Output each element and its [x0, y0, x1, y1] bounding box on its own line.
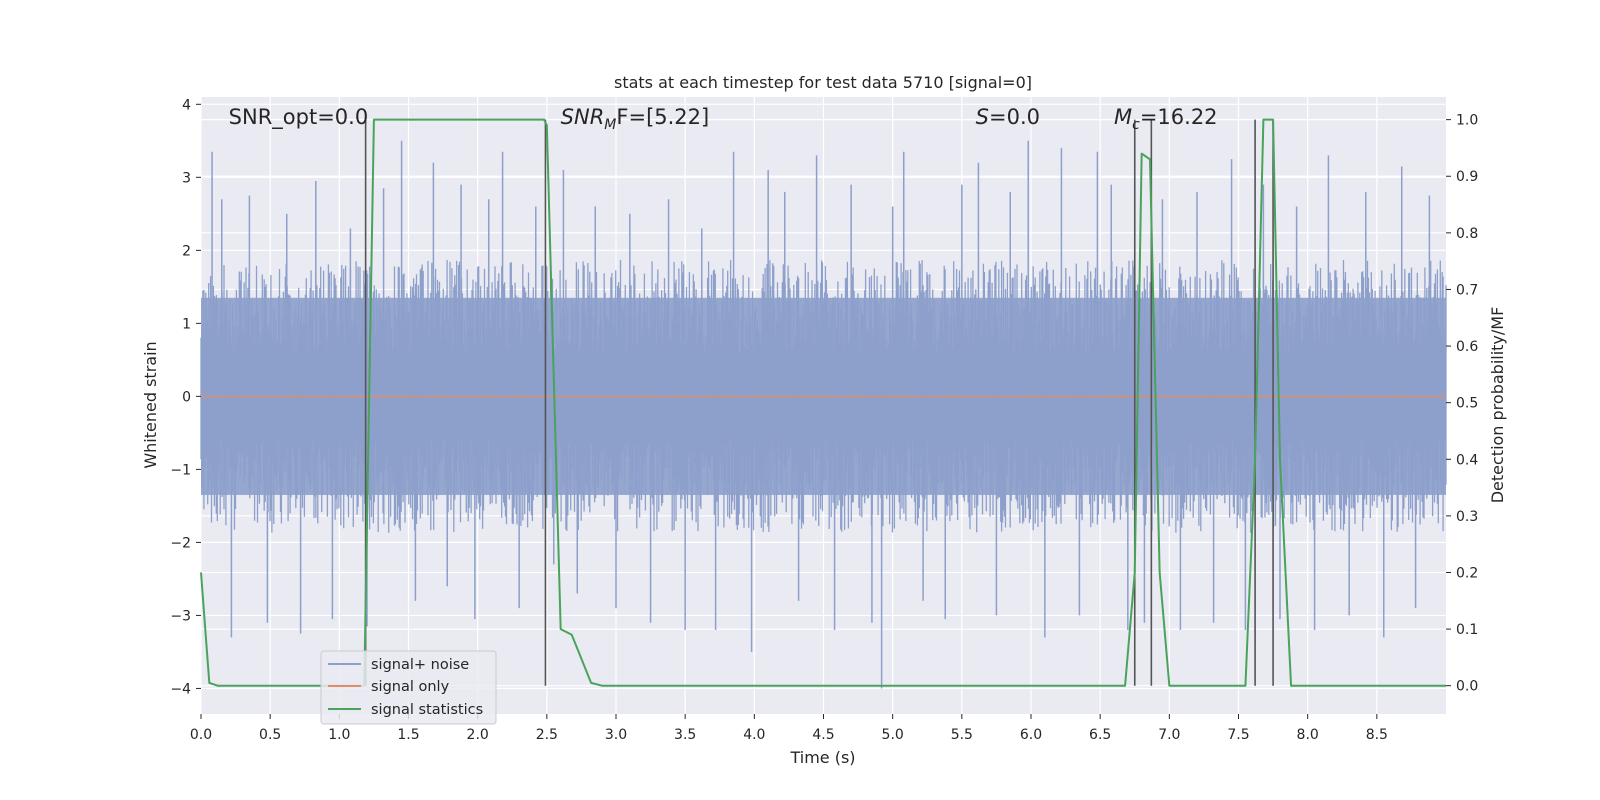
x-tick-label: 7.0 [1158, 727, 1180, 743]
annotation-0: SNR_opt=0.0 [229, 105, 369, 130]
y2-tick-label: 0.0 [1456, 679, 1478, 695]
x-tick-label: 3.0 [605, 727, 627, 743]
y-tick-label: −2 [170, 535, 191, 551]
stat-line [200, 118, 1446, 687]
annotation-2: S=0.0 [976, 105, 1040, 129]
legend-label-signal-statistics: signal statistics [371, 702, 483, 718]
x-tick-label: 4.5 [812, 727, 834, 743]
chart-title: stats at each timestep for test data 571… [614, 73, 1032, 92]
y2-tick-label: 1.0 [1456, 113, 1478, 129]
y-tick-label: 1 [182, 316, 191, 332]
x-tick-label: 3.5 [674, 727, 696, 743]
y2-axis-label: Detection probability/MF [1488, 307, 1507, 504]
x-tick-label: 5.0 [882, 727, 904, 743]
y2-tick-label: 0.6 [1456, 339, 1478, 355]
y-tick-label: 4 [182, 97, 191, 113]
y2-tick-label: 0.5 [1456, 396, 1478, 412]
legend: signal+ noise signal only signal statist… [320, 650, 497, 725]
y-axis-label: Whitened strain [141, 341, 160, 468]
annotations: SNR_opt=0.0 SNRMF=[5.22] S=0.0 Mc=16.22 [229, 105, 1218, 133]
y2-tick-label: 0.1 [1456, 622, 1478, 638]
axis-ticks: 0.0 0.5 1.0 1.5 2.0 2.5 3.0 3.5 4.0 4.5 5.0 5.5 6.0 6… [170, 97, 1478, 743]
x-tick-label: 6.5 [1089, 727, 1111, 743]
x-tick-label: 6.0 [1020, 727, 1042, 743]
x-tick-label: 8.0 [1297, 727, 1319, 743]
y2-tick-label: 0.4 [1456, 452, 1478, 468]
legend-label-signal-only: signal only [371, 679, 450, 695]
stat-series [200, 118, 1446, 687]
legend-label-signal-noise: signal+ noise [371, 657, 469, 673]
x-tick-label: 4.0 [743, 727, 765, 743]
annotation-1: SNRMF=[5.22] [561, 105, 710, 133]
y2-tick-label: 0.7 [1456, 282, 1478, 298]
y-tick-label: −3 [170, 608, 191, 624]
legend-box [320, 650, 497, 725]
x-tick-label: 1.0 [328, 727, 350, 743]
x-tick-label: 2.5 [536, 727, 558, 743]
x-tick-label: 5.5 [951, 727, 973, 743]
x-axis-label: Time (s) [789, 748, 855, 767]
y2-tick-label: 0.2 [1456, 565, 1478, 581]
x-tick-label: 2.0 [467, 727, 489, 743]
annotation-3: Mc=16.22 [1114, 105, 1218, 133]
x-tick-label: 1.5 [397, 727, 419, 743]
x-tick-label: 0.5 [259, 727, 281, 743]
x-tick-label: 0.0 [190, 727, 212, 743]
x-tick-label: 7.5 [1227, 727, 1249, 743]
x-tick-label: 8.5 [1366, 727, 1388, 743]
y2-tick-label: 0.9 [1456, 169, 1478, 185]
y-tick-label: −1 [170, 462, 191, 478]
y-tick-label: 3 [182, 170, 191, 186]
y2-tick-label: 0.8 [1456, 226, 1478, 242]
y2-tick-label: 0.3 [1456, 509, 1478, 525]
y-tick-label: 0 [182, 389, 191, 405]
y-tick-label: −4 [170, 681, 191, 697]
y-tick-label: 2 [182, 243, 191, 259]
